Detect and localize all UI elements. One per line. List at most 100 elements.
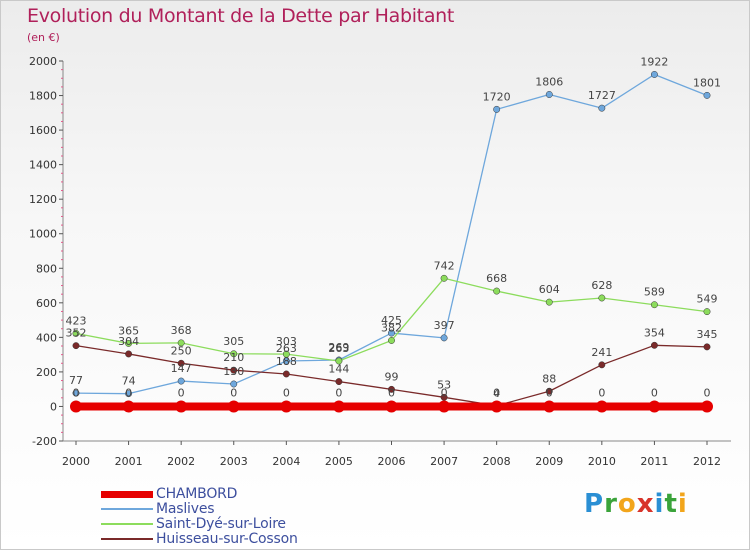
data-label: 74 xyxy=(122,375,136,388)
data-label: 263 xyxy=(276,342,297,355)
data-point xyxy=(175,400,188,413)
data-label: 368 xyxy=(171,324,192,337)
data-point xyxy=(70,400,82,413)
data-point xyxy=(648,400,661,413)
data-label: 742 xyxy=(434,259,455,272)
data-label: 0 xyxy=(493,386,500,399)
data-point xyxy=(72,329,80,337)
data-point xyxy=(545,91,553,98)
y-tick-label: -200 xyxy=(32,435,57,448)
data-point xyxy=(493,287,501,295)
data-point xyxy=(388,385,395,393)
data-point xyxy=(650,301,658,309)
data-point xyxy=(493,105,501,113)
data-point xyxy=(385,400,398,413)
data-point xyxy=(598,104,606,112)
y-tick-label: 200 xyxy=(36,366,57,379)
data-label: 0 xyxy=(125,386,132,399)
legend-swatch xyxy=(101,490,153,498)
legend-swatch xyxy=(101,508,153,510)
data-point xyxy=(703,91,711,99)
x-tick-label: 2006 xyxy=(378,455,406,468)
y-tick-label: 1800 xyxy=(29,90,57,103)
data-point xyxy=(440,274,448,282)
x-tick-label: 2005 xyxy=(325,455,353,468)
y-tick-label: 2000 xyxy=(29,55,57,68)
data-label: 1801 xyxy=(693,76,721,89)
data-label: 0 xyxy=(388,386,395,399)
data-point xyxy=(388,329,395,337)
x-tick-label: 2012 xyxy=(693,455,721,468)
data-label: 303 xyxy=(276,335,297,348)
data-point xyxy=(598,294,606,302)
data-point xyxy=(282,350,290,358)
y-tick-label: 1000 xyxy=(29,228,57,241)
data-point xyxy=(335,357,343,365)
data-label: 0 xyxy=(283,386,290,399)
x-tick-label: 2001 xyxy=(115,455,143,468)
data-label: 1720 xyxy=(483,90,511,103)
data-label: 263 xyxy=(328,342,349,355)
data-label: 250 xyxy=(171,344,192,357)
data-point xyxy=(177,359,185,367)
data-point xyxy=(388,337,395,344)
x-tick-label: 2008 xyxy=(483,455,511,468)
data-point xyxy=(332,400,345,413)
data-point xyxy=(490,400,503,413)
data-label: 352 xyxy=(66,327,87,340)
x-tick-label: 2003 xyxy=(220,455,248,468)
x-tick-label: 2010 xyxy=(588,455,616,468)
x-tick-label: 2009 xyxy=(535,455,563,468)
data-point xyxy=(72,389,80,397)
data-label: 382 xyxy=(381,321,402,334)
data-label: 604 xyxy=(539,283,560,296)
data-label: 425 xyxy=(381,314,402,327)
data-point xyxy=(335,378,343,386)
x-tick-label: 2011 xyxy=(640,455,668,468)
legend-swatch xyxy=(101,523,153,525)
data-point xyxy=(440,334,448,342)
proxiti-logo: Proxiti xyxy=(584,489,688,519)
data-label: 354 xyxy=(644,326,665,339)
data-point xyxy=(230,380,238,388)
data-label: 0 xyxy=(230,386,237,399)
data-label: 0 xyxy=(335,386,342,399)
data-label: 668 xyxy=(486,272,507,285)
data-label: 1922 xyxy=(640,55,668,68)
y-tick-label: 0 xyxy=(50,400,57,413)
x-tick-label: 2000 xyxy=(62,455,90,468)
data-label: 0 xyxy=(546,386,553,399)
y-tick-label: 800 xyxy=(36,262,57,275)
y-tick-label: 1400 xyxy=(29,159,57,172)
data-point xyxy=(650,71,658,78)
data-point xyxy=(125,390,133,398)
data-label: 144 xyxy=(328,363,349,376)
data-point xyxy=(545,298,553,306)
legend-label: Huisseau-sur-Cosson xyxy=(156,531,298,547)
data-point xyxy=(438,400,451,413)
data-label: 345 xyxy=(697,328,718,341)
legend-swatch xyxy=(101,538,153,540)
legend-label: Maslives xyxy=(156,501,215,517)
legend-label: CHAMBORD xyxy=(156,486,238,502)
data-point xyxy=(177,339,185,347)
data-point xyxy=(230,366,238,374)
data-point xyxy=(122,400,135,413)
data-point xyxy=(598,361,606,369)
data-label: 397 xyxy=(434,319,455,332)
data-point xyxy=(703,308,711,316)
data-label: 210 xyxy=(223,351,244,364)
data-label: 130 xyxy=(223,365,244,378)
data-label: 269 xyxy=(328,341,349,354)
data-label: 1806 xyxy=(535,76,563,89)
data-label: 0 xyxy=(73,386,80,399)
data-point xyxy=(282,357,290,365)
data-point xyxy=(282,370,290,378)
y-tick-label: 400 xyxy=(36,331,57,344)
data-point xyxy=(230,350,238,358)
data-label: 147 xyxy=(171,362,192,375)
data-label: 365 xyxy=(118,324,139,337)
data-point xyxy=(545,387,553,395)
